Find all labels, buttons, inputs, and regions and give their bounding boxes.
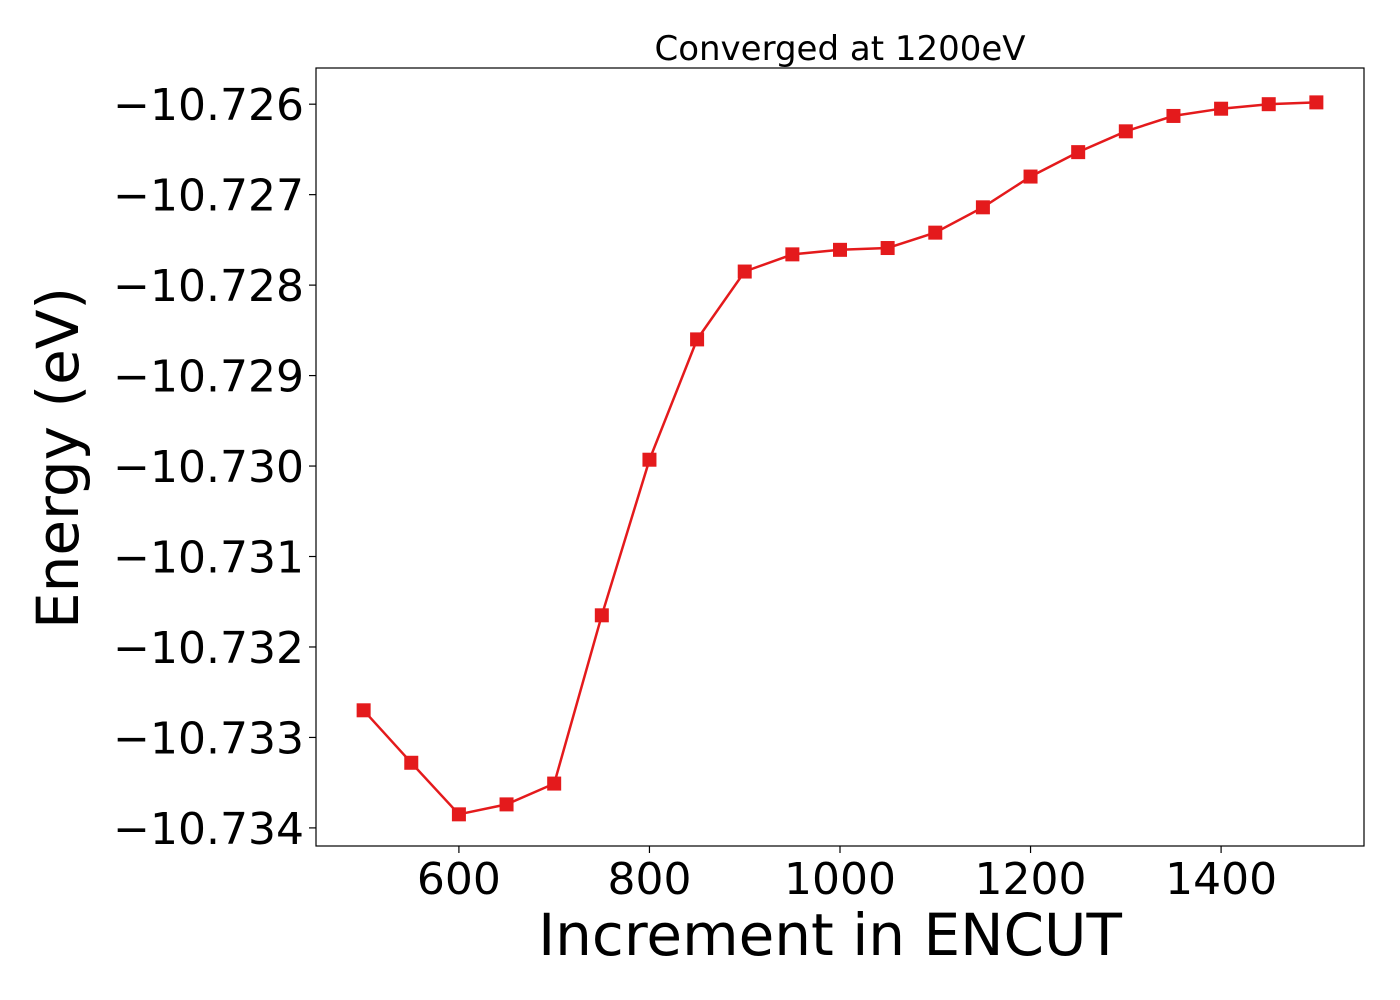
x-tick-label: 1200	[975, 854, 1087, 905]
y-axis-label: Energy (eV)	[24, 287, 92, 629]
data-point-marker	[880, 241, 895, 256]
y-tick-label: −10.734	[113, 804, 304, 855]
y-tick-label: −10.731	[113, 533, 304, 584]
y-tick-label: −10.730	[113, 442, 304, 493]
data-point-marker	[928, 225, 943, 240]
y-tick-label: −10.729	[113, 352, 304, 403]
data-point-marker	[785, 247, 800, 262]
chart-title: Converged at 1200eV	[654, 29, 1025, 69]
data-point-marker	[690, 332, 705, 347]
data-point-marker	[642, 452, 657, 467]
data-point-marker	[833, 242, 847, 257]
data-point-marker	[975, 200, 990, 215]
data-point-marker	[1214, 101, 1229, 116]
data-point-marker	[1261, 97, 1276, 112]
data-point-marker	[1023, 169, 1038, 184]
x-tick-label: 1000	[784, 854, 896, 905]
data-point-marker	[499, 797, 514, 812]
y-tick-label: −10.726	[113, 80, 304, 131]
data-point-marker	[737, 264, 752, 279]
data-point-marker	[404, 755, 419, 770]
data-point-marker	[1166, 108, 1181, 123]
data-point-marker	[451, 807, 466, 822]
data-point-marker	[547, 776, 562, 791]
y-axis-ticks: −10.734 −10.733 −10.732 −10.731 −10.730 −10.7…	[113, 80, 316, 855]
plot-frame	[315, 67, 1365, 847]
data-point-marker	[594, 608, 609, 623]
y-tick-label: −10.727	[113, 171, 304, 222]
data-point-marker	[1309, 95, 1324, 110]
data-point-marker	[1118, 124, 1133, 139]
y-tick-label: −10.733	[113, 713, 304, 764]
x-axis-ticks: 600 800 1000 1200 1400	[417, 846, 1277, 905]
x-tick-label: 1400	[1165, 854, 1277, 905]
x-axis-label: Increment in ENCUT	[538, 901, 1122, 969]
data-point-marker	[1071, 145, 1086, 160]
data-point-marker	[356, 703, 371, 718]
x-tick-label: 600	[417, 854, 501, 905]
y-tick-label: −10.728	[113, 261, 304, 312]
x-tick-label: 800	[607, 854, 691, 905]
series-layer	[356, 95, 1324, 822]
y-tick-label: −10.732	[113, 623, 304, 674]
